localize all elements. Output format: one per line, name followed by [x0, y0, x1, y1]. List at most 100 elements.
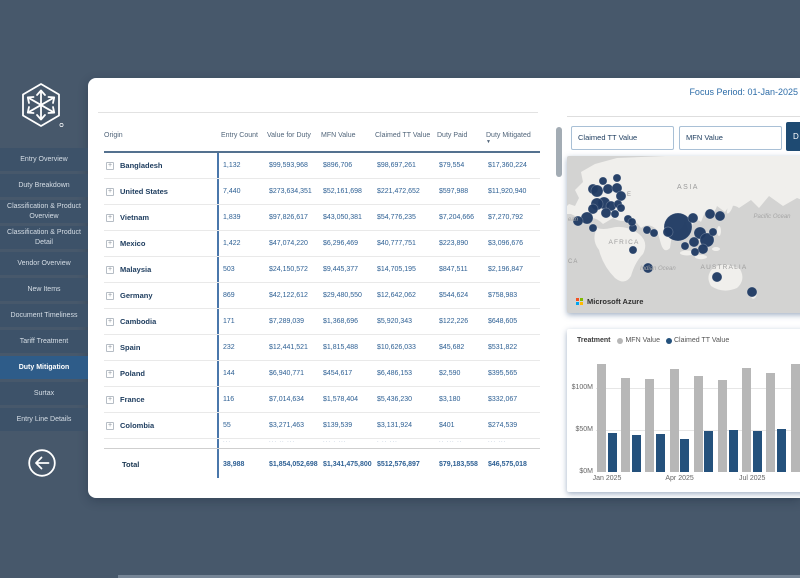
cell-value: $401	[439, 422, 455, 429]
expand-icon[interactable]: +	[106, 395, 114, 404]
column-header-origin[interactable]: Origin	[104, 126, 221, 152]
table-row[interactable]: + France 116 $7,014,634 $1,578,404 $5,436,230…	[104, 387, 540, 413]
claimed-tt-value-slicer[interactable]: Claimed TT Value	[571, 126, 674, 150]
table-row[interactable]: + United States 7,440 $273,634,351 $52,161,6…	[104, 179, 540, 205]
bar-mfn-value	[790, 363, 800, 472]
clipped-cell: ··· ···	[488, 439, 507, 445]
expand-icon[interactable]: +	[106, 317, 114, 326]
cell-value: $597,988	[439, 188, 469, 195]
cell-value: $221,472,652	[377, 188, 420, 195]
x-axis-label: Apr 2025	[665, 475, 694, 482]
map-bubble	[662, 226, 674, 238]
bar-claimed-tt-value	[704, 430, 714, 472]
origin-cell: + Mexico	[104, 239, 221, 248]
vertical-scrollbar-thumb[interactable]	[556, 127, 562, 177]
cell-value: $6,486,153	[377, 370, 413, 377]
column-header-label: MFN Value	[321, 132, 356, 139]
expand-icon[interactable]: +	[106, 187, 114, 196]
table-clipped-row: ··· ··· ·· ··· ··· · ··· · ·· ··· ·· ··· ·· ·…	[104, 439, 540, 448]
cell-value: $54,776,235	[377, 214, 416, 221]
expand-icon[interactable]: +	[106, 213, 114, 222]
table-row[interactable]: + Colombia 55 $3,271,463 $139,539 $3,131,924 $…	[104, 413, 540, 439]
total-value: $46,575,018	[488, 460, 527, 468]
table-row[interactable]: + Poland 144 $6,940,771 $454,617 $6,486,153 $2…	[104, 361, 540, 387]
cell-value: 7,440	[223, 188, 241, 195]
sidebar-item-tariff-treatment[interactable]: Tariff Treatment	[0, 330, 88, 353]
sidebar-item-new-items[interactable]: New Items	[0, 278, 88, 301]
cell-value: $7,270,792	[488, 214, 524, 221]
table-body: + Bangladesh 1,132 $99,593,968 $896,706 $98,6…	[104, 153, 540, 479]
sidebar-item-vendor-overview[interactable]: Vendor Overview	[0, 252, 88, 275]
cell-value: 171	[223, 318, 235, 325]
cell-value: $847,511	[439, 266, 468, 273]
map-bubble	[649, 228, 659, 238]
sidebar-item-duty-mitigation[interactable]: Duty Mitigation	[0, 356, 88, 379]
legend-item[interactable]: MFN Value	[617, 337, 660, 344]
expand-icon[interactable]: +	[106, 343, 114, 352]
column-header-entry-count[interactable]: Entry Count	[221, 126, 267, 152]
map-bubble	[746, 286, 758, 298]
cell-value: $3,180	[439, 396, 461, 403]
sort-desc-icon: ▼	[486, 139, 491, 145]
clipped-cell: ··· ·· ···	[269, 439, 296, 445]
cell-value: $43,050,381	[323, 214, 362, 221]
table-row[interactable]: + Bangladesh 1,132 $99,593,968 $896,706 $98,6…	[104, 153, 540, 179]
chart-plot: $0M $50M $100M Jan 2025 Apr 2025 Jul 2025	[567, 329, 800, 482]
origin-cell: + Cambodia	[104, 317, 221, 326]
cell-value: $12,441,521	[269, 344, 308, 351]
map-attribution: Microsoft Azure	[576, 297, 643, 306]
mfn-value-slicer[interactable]: MFN Value	[679, 126, 782, 150]
expand-icon[interactable]: +	[106, 291, 114, 300]
sidebar-item-entry-line-details[interactable]: Entry Line Details	[0, 408, 88, 431]
sidebar-item-document-timeliness[interactable]: Document Timeliness	[0, 304, 88, 327]
cell-value: 503	[223, 266, 235, 273]
origin-cell: + Poland	[104, 369, 221, 378]
chart-legend: Treatment MFN Value Claimed TT Value	[577, 337, 729, 344]
expand-icon[interactable]: +	[106, 265, 114, 274]
expand-icon[interactable]: +	[106, 369, 114, 378]
cell-value: 55	[223, 422, 231, 429]
expand-icon[interactable]: +	[106, 161, 114, 170]
map-bubble	[642, 262, 654, 274]
map-bubble	[600, 207, 612, 219]
column-header-duty-mitigated[interactable]: Duty Mitigated ▼	[486, 126, 540, 152]
map-visual[interactable]: ASIA AFRICA AUSTRALIA Pacific Ocean Indian O…	[567, 156, 800, 313]
x-axis-label: Jul 2025	[738, 475, 766, 482]
bar-mfn-value	[621, 377, 631, 472]
bar-claimed-tt-value	[752, 430, 762, 472]
legend-item[interactable]: Claimed TT Value	[665, 337, 729, 344]
bar-chart-visual[interactable]: $0M $50M $100M Jan 2025 Apr 2025 Jul 2025 Tre…	[567, 329, 800, 492]
column-header-mfn-value[interactable]: MFN Value	[321, 126, 375, 152]
legend-marker-icon	[665, 337, 672, 344]
table-row[interactable]: + Malaysia 503 $24,150,572 $9,445,377 $14,705…	[104, 257, 540, 283]
map-bubble	[711, 271, 723, 283]
column-header-duty-paid[interactable]: Duty Paid	[437, 126, 486, 152]
expand-icon[interactable]: +	[106, 239, 114, 248]
table-row[interactable]: + Spain 232 $12,441,521 $1,815,488 $10,626,03…	[104, 335, 540, 361]
duty-action-button[interactable]: D	[786, 122, 800, 151]
cell-value: $274,539	[488, 422, 518, 429]
table-row[interactable]: + Mexico 1,422 $47,074,220 $6,296,469 $40,777…	[104, 231, 540, 257]
expand-icon[interactable]: +	[106, 421, 114, 430]
origin-label: Spain	[120, 343, 141, 352]
map-bubble	[628, 245, 638, 255]
origin-label: Bangladesh	[120, 161, 163, 170]
sidebar-item-classification-product-detail[interactable]: Classification & Product Detail	[0, 226, 88, 249]
sidebar-item-entry-overview[interactable]: Entry Overview	[0, 148, 88, 171]
cell-value: $5,920,343	[377, 318, 413, 325]
cell-value: $79,554	[439, 162, 465, 169]
origin-cell: + Germany	[104, 291, 221, 300]
sidebar-item-surtax[interactable]: Surtax	[0, 382, 88, 405]
cell-value: $7,204,666	[439, 214, 475, 221]
column-header-value-for-duty[interactable]: Value for Duty	[267, 126, 321, 152]
column-header-claimed-tt-value[interactable]: Claimed TT Value	[375, 126, 437, 152]
back-button[interactable]	[27, 448, 57, 478]
sidebar-item-duty-breakdown[interactable]: Duty Breakdown	[0, 174, 88, 197]
cell-value: $11,920,940	[488, 188, 527, 195]
table-row[interactable]: + Vietnam 1,839 $97,826,617 $43,050,381 $54,7…	[104, 205, 540, 231]
bar-mfn-value	[645, 378, 655, 472]
sidebar-item-classification-product-overview[interactable]: Classification & Product Overview	[0, 200, 88, 223]
table-row[interactable]: + Germany 869 $42,122,612 $29,480,550 $12,642…	[104, 283, 540, 309]
table-row[interactable]: + Cambodia 171 $7,289,039 $1,368,696 $5,920,3…	[104, 309, 540, 335]
logo-square	[580, 298, 583, 301]
